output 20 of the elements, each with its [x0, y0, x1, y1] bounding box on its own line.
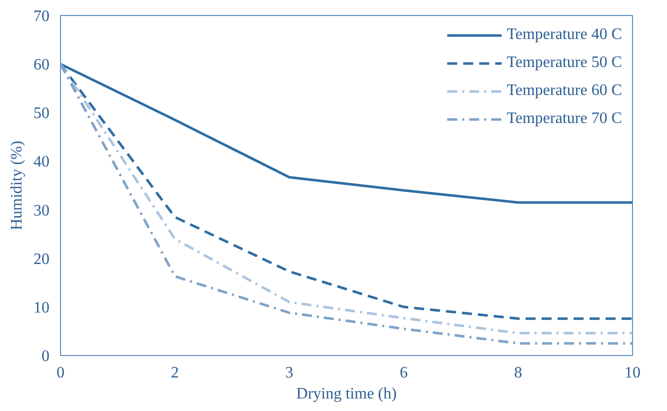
- y-tick-label: 70: [34, 8, 50, 25]
- legend-label: Temperature 60 C: [506, 82, 622, 100]
- x-tick-label: 8: [514, 364, 522, 382]
- y-tick-label: 10: [34, 299, 50, 316]
- x-axis-title: Drying time (h): [296, 386, 397, 402]
- y-axis-title: Humidity (%): [8, 140, 26, 230]
- legend-label: Temperature 50 C: [506, 54, 622, 72]
- y-tick-label: 50: [34, 105, 50, 122]
- legend-label: Temperature 70 C: [506, 110, 622, 128]
- y-tick-label: 0: [42, 348, 50, 365]
- y-tick-label: 20: [34, 250, 50, 268]
- x-tick-label: 6: [400, 364, 408, 382]
- x-tick-label: 0: [56, 364, 64, 382]
- x-tick-label: 3: [285, 364, 294, 382]
- y-tick-label: 40: [34, 154, 50, 171]
- legend-label: Temperature 40 C: [506, 26, 622, 44]
- x-tick-label: 2: [170, 364, 179, 382]
- y-tick-label: 30: [34, 202, 50, 220]
- x-tick-label: 10: [624, 364, 640, 382]
- y-tick-label: 60: [34, 56, 50, 74]
